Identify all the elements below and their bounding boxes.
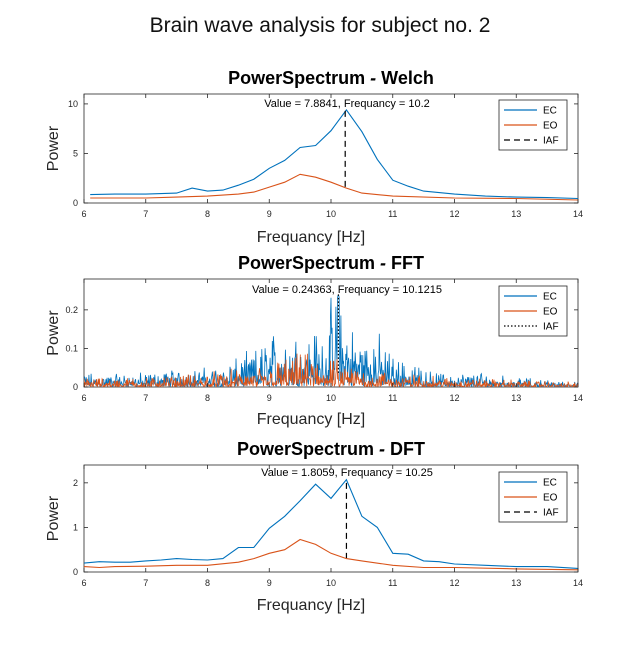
y-axis-label: Power (45, 125, 62, 171)
x-tick-label: 10 (326, 393, 336, 403)
x-tick-label: 14 (573, 209, 583, 219)
chart-title-part: DFT (390, 439, 425, 459)
iaf-annotation: Value = 7.8841, Frequancy = 10.2 (264, 98, 430, 110)
x-tick-label: 11 (388, 209, 397, 219)
legend-label-eo: EO (543, 121, 558, 132)
x-tick-label: 12 (449, 209, 459, 219)
plot-series-group (84, 478, 578, 571)
legend-label-eo: EO (543, 493, 558, 504)
series-line-eo (84, 538, 578, 571)
x-tick-label: 7 (143, 578, 148, 588)
x-tick-label: 7 (143, 393, 148, 403)
x-tick-label: 9 (267, 393, 272, 403)
chart-title-part: PowerSpectrum (238, 253, 380, 273)
x-tick-label: 6 (81, 578, 86, 588)
chart-panel-2: PowerSpectrum - FFT 6 7 8 9 10 11 12 13 14 0 0.1 0.2… (45, 253, 583, 428)
chart-title: PowerSpectrum - FFT (238, 253, 424, 273)
x-tick-label: 8 (205, 578, 210, 588)
legend: EC EO IAF (498, 285, 568, 337)
chart-title-part: FFT (391, 253, 424, 273)
y-tick-label: 0 (73, 382, 78, 392)
x-axis-label: Frequancy [Hz] (257, 411, 365, 428)
y-tick-label: 10 (68, 99, 78, 109)
chart-title-part: - (379, 439, 390, 459)
x-tick-label: 12 (449, 393, 459, 403)
x-tick-label: 8 (205, 209, 210, 219)
chart-title-part: Welch (381, 68, 434, 88)
legend-label-ec: EC (543, 292, 557, 303)
chart-title-part: - (370, 68, 381, 88)
legend-label-ec: EC (543, 478, 557, 489)
x-tick-label: 13 (511, 209, 521, 219)
series-line-ec (90, 108, 578, 200)
plot-series-group (90, 108, 578, 201)
x-tick-label: 7 (143, 209, 148, 219)
y-tick-label: 5 (73, 148, 78, 158)
y-tick-label: 1 (73, 522, 78, 532)
iaf-annotation: Value = 1.8059, Frequancy = 10.25 (261, 467, 433, 479)
y-tick-label: 0 (73, 567, 78, 577)
x-tick-label: 12 (449, 578, 459, 588)
chart-panel-1: PowerSpectrum - Welch 6 7 8 9 10 11 12 13 14 0 5 10 F… (45, 68, 583, 246)
x-tick-label: 9 (267, 578, 272, 588)
legend-label-iaf: IAF (543, 136, 559, 147)
y-tick-label: 0.1 (65, 343, 78, 353)
x-tick-label: 9 (267, 209, 272, 219)
legend-label-iaf: IAF (543, 508, 559, 519)
x-tick-label: 13 (511, 578, 521, 588)
legend-label-eo: EO (543, 307, 558, 318)
x-tick-label: 13 (511, 393, 521, 403)
plot-area (83, 93, 579, 204)
chart-title-part: PowerSpectrum (228, 68, 370, 88)
iaf-annotation: Value = 0.24363, Frequancy = 10.1215 (252, 284, 442, 296)
legend-label-iaf: IAF (543, 322, 559, 333)
x-tick-label: 6 (81, 393, 86, 403)
plot-area (83, 464, 579, 573)
chart-title: PowerSpectrum - Welch (228, 68, 434, 88)
x-axis-label: Frequancy [Hz] (257, 229, 365, 246)
x-tick-label: 11 (388, 393, 397, 403)
chart-title-part: PowerSpectrum (237, 439, 379, 459)
series-line-eo (90, 173, 578, 201)
x-tick-label: 14 (573, 578, 583, 588)
x-tick-label: 10 (326, 578, 336, 588)
x-tick-label: 6 (81, 209, 86, 219)
y-axis-label: Power (45, 310, 62, 356)
y-tick-label: 0.2 (65, 305, 78, 315)
y-axis-label: Power (45, 495, 62, 541)
y-tick-label: 0 (73, 198, 78, 208)
chart-title-part: - (380, 253, 391, 273)
x-tick-label: 14 (573, 393, 583, 403)
legend: EC EO IAF (498, 99, 568, 151)
figure-title: Brain wave analysis for subject no. 2 (149, 14, 491, 37)
legend-label-ec: EC (543, 106, 557, 117)
series-line-ec (84, 478, 578, 569)
y-tick-label: 2 (73, 478, 78, 488)
legend: EC EO IAF (498, 471, 568, 523)
x-tick-label: 8 (205, 393, 210, 403)
chart-title: PowerSpectrum - DFT (237, 439, 425, 459)
x-tick-label: 11 (388, 578, 397, 588)
x-axis-label: Frequancy [Hz] (257, 597, 365, 614)
x-tick-label: 10 (326, 209, 336, 219)
